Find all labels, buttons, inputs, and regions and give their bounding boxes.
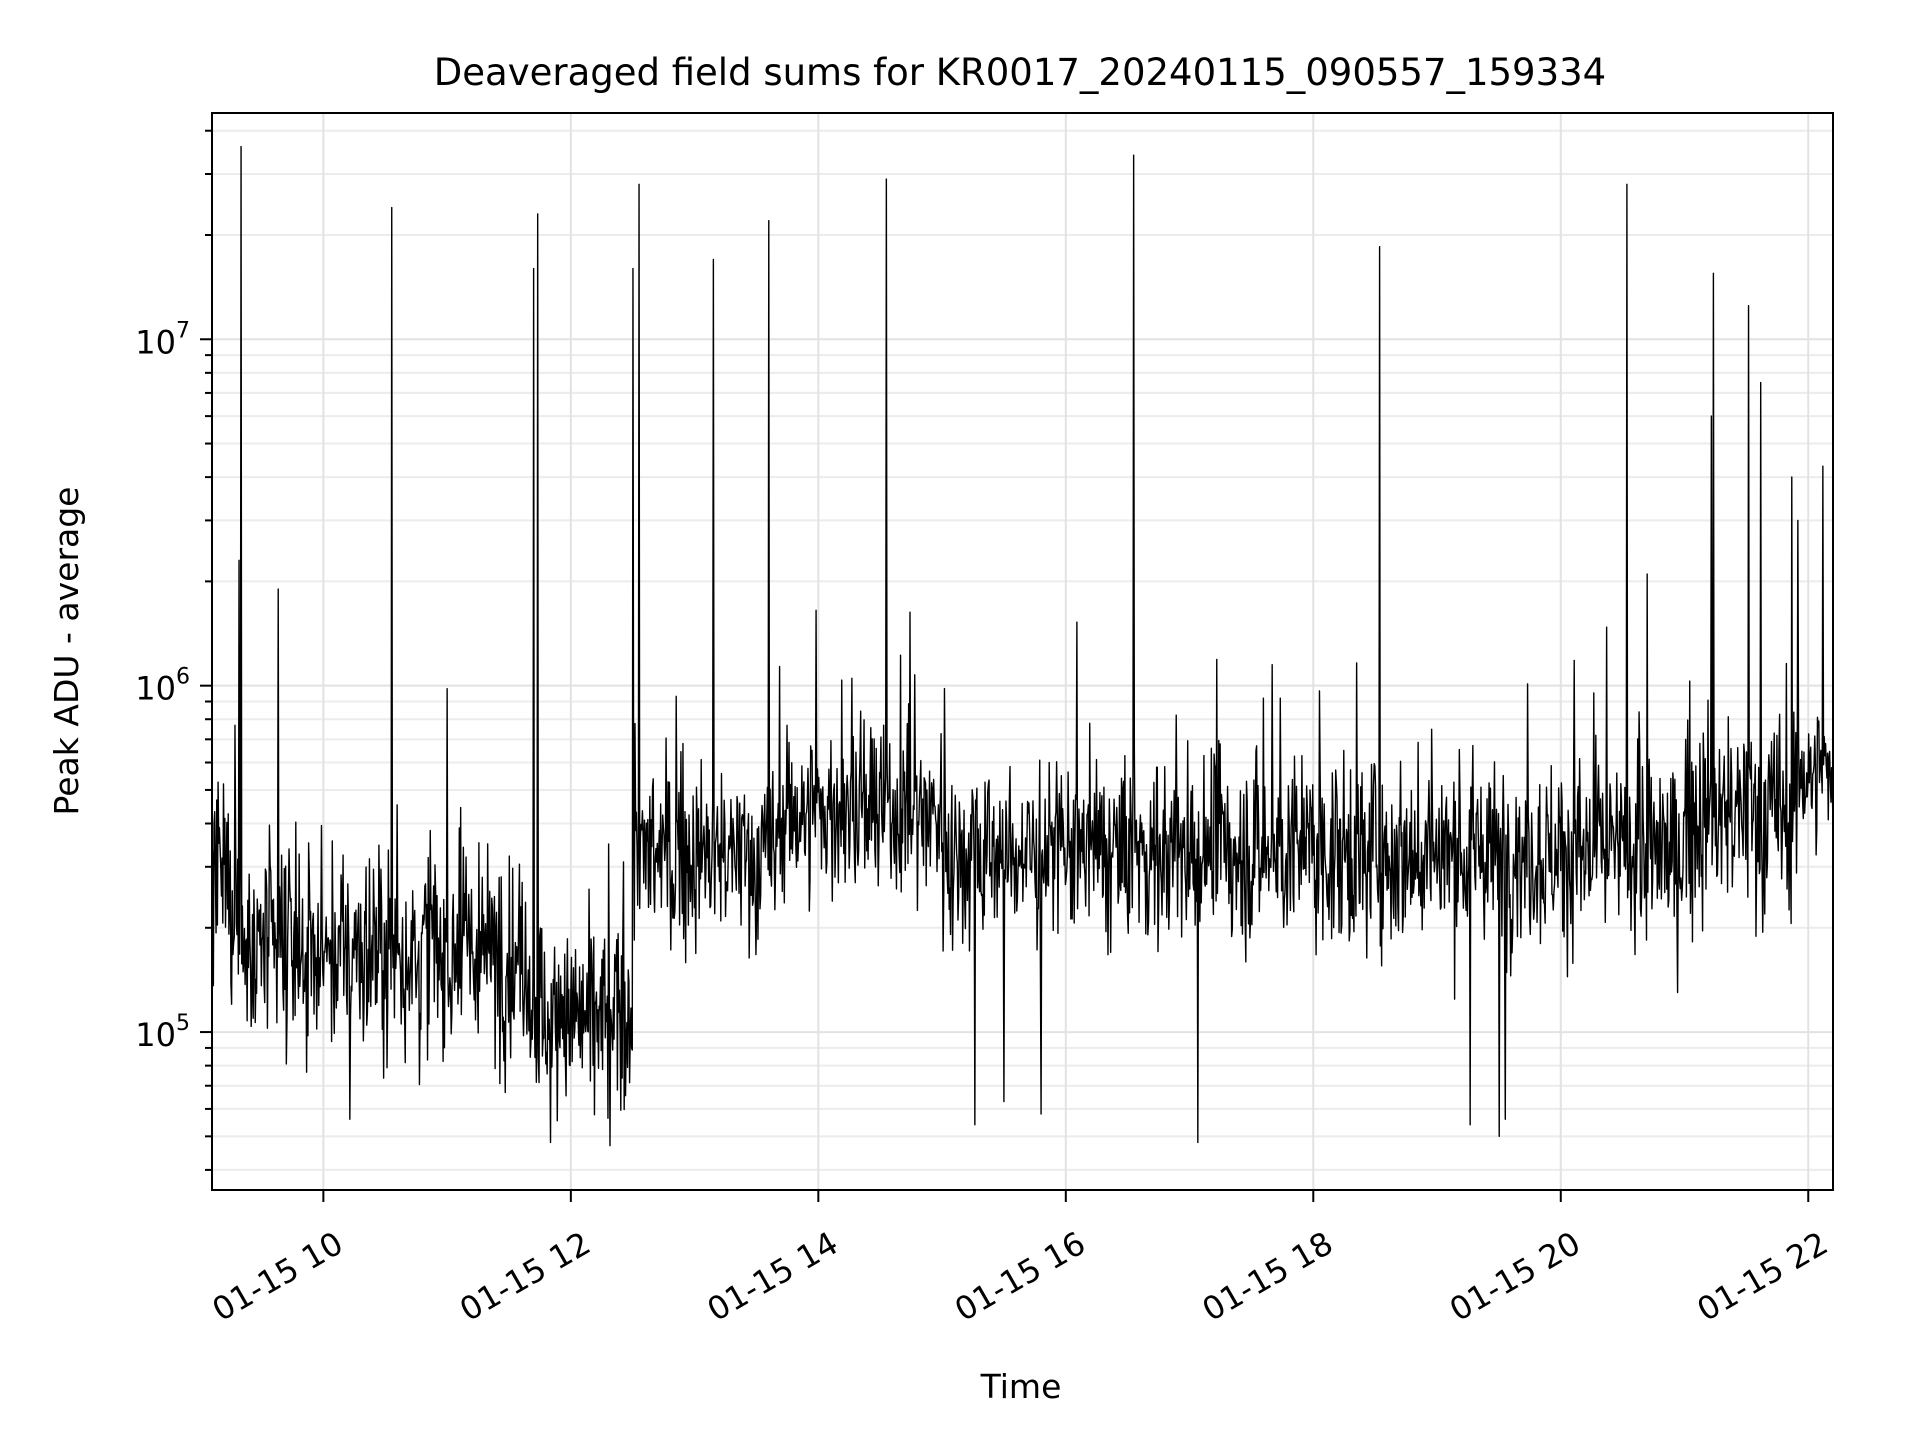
- y-axis-label: Peak ADU - average: [47, 487, 86, 816]
- grid-lines: [212, 113, 1833, 1190]
- chart-title: Deaveraged field sums for KR0017_2024011…: [434, 51, 1606, 94]
- x-tick-label: 01-15 16: [948, 1224, 1092, 1329]
- x-tick-label: 01-15 12: [453, 1224, 597, 1329]
- series-line-group: [211, 145, 1834, 1147]
- x-tick-label: 01-15 22: [1691, 1224, 1835, 1329]
- x-tick-label: 01-15 10: [206, 1224, 350, 1329]
- plot-frame: [211, 112, 1834, 1191]
- y-tick-label: 105: [135, 1011, 190, 1054]
- y-tick-label: 107: [135, 318, 190, 361]
- x-axis-label: Time: [980, 1367, 1062, 1406]
- x-tick-label: 01-15 20: [1443, 1224, 1587, 1329]
- x-axis: 01-15 10 01-15 12 01-15 14 01-15 16 01-15 18…: [206, 1190, 1834, 1329]
- x-tick-label: 01-15 14: [701, 1224, 845, 1329]
- y-tick-label: 106: [135, 665, 190, 708]
- y-axis: 105 106 107: [135, 129, 212, 1171]
- x-tick-label: 01-15 18: [1196, 1224, 1340, 1329]
- series-line: [211, 145, 1834, 1147]
